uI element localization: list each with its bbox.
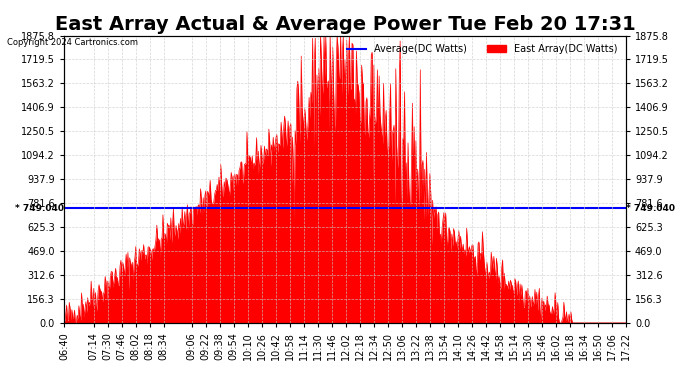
Text: * 749.040: * 749.040 [15, 204, 64, 213]
Text: Copyright 2024 Cartronics.com: Copyright 2024 Cartronics.com [7, 38, 138, 47]
Title: East Array Actual & Average Power Tue Feb 20 17:31: East Array Actual & Average Power Tue Fe… [55, 15, 635, 34]
Text: * 749.040: * 749.040 [626, 204, 675, 213]
Legend: Average(DC Watts), East Array(DC Watts): Average(DC Watts), East Array(DC Watts) [343, 40, 621, 58]
